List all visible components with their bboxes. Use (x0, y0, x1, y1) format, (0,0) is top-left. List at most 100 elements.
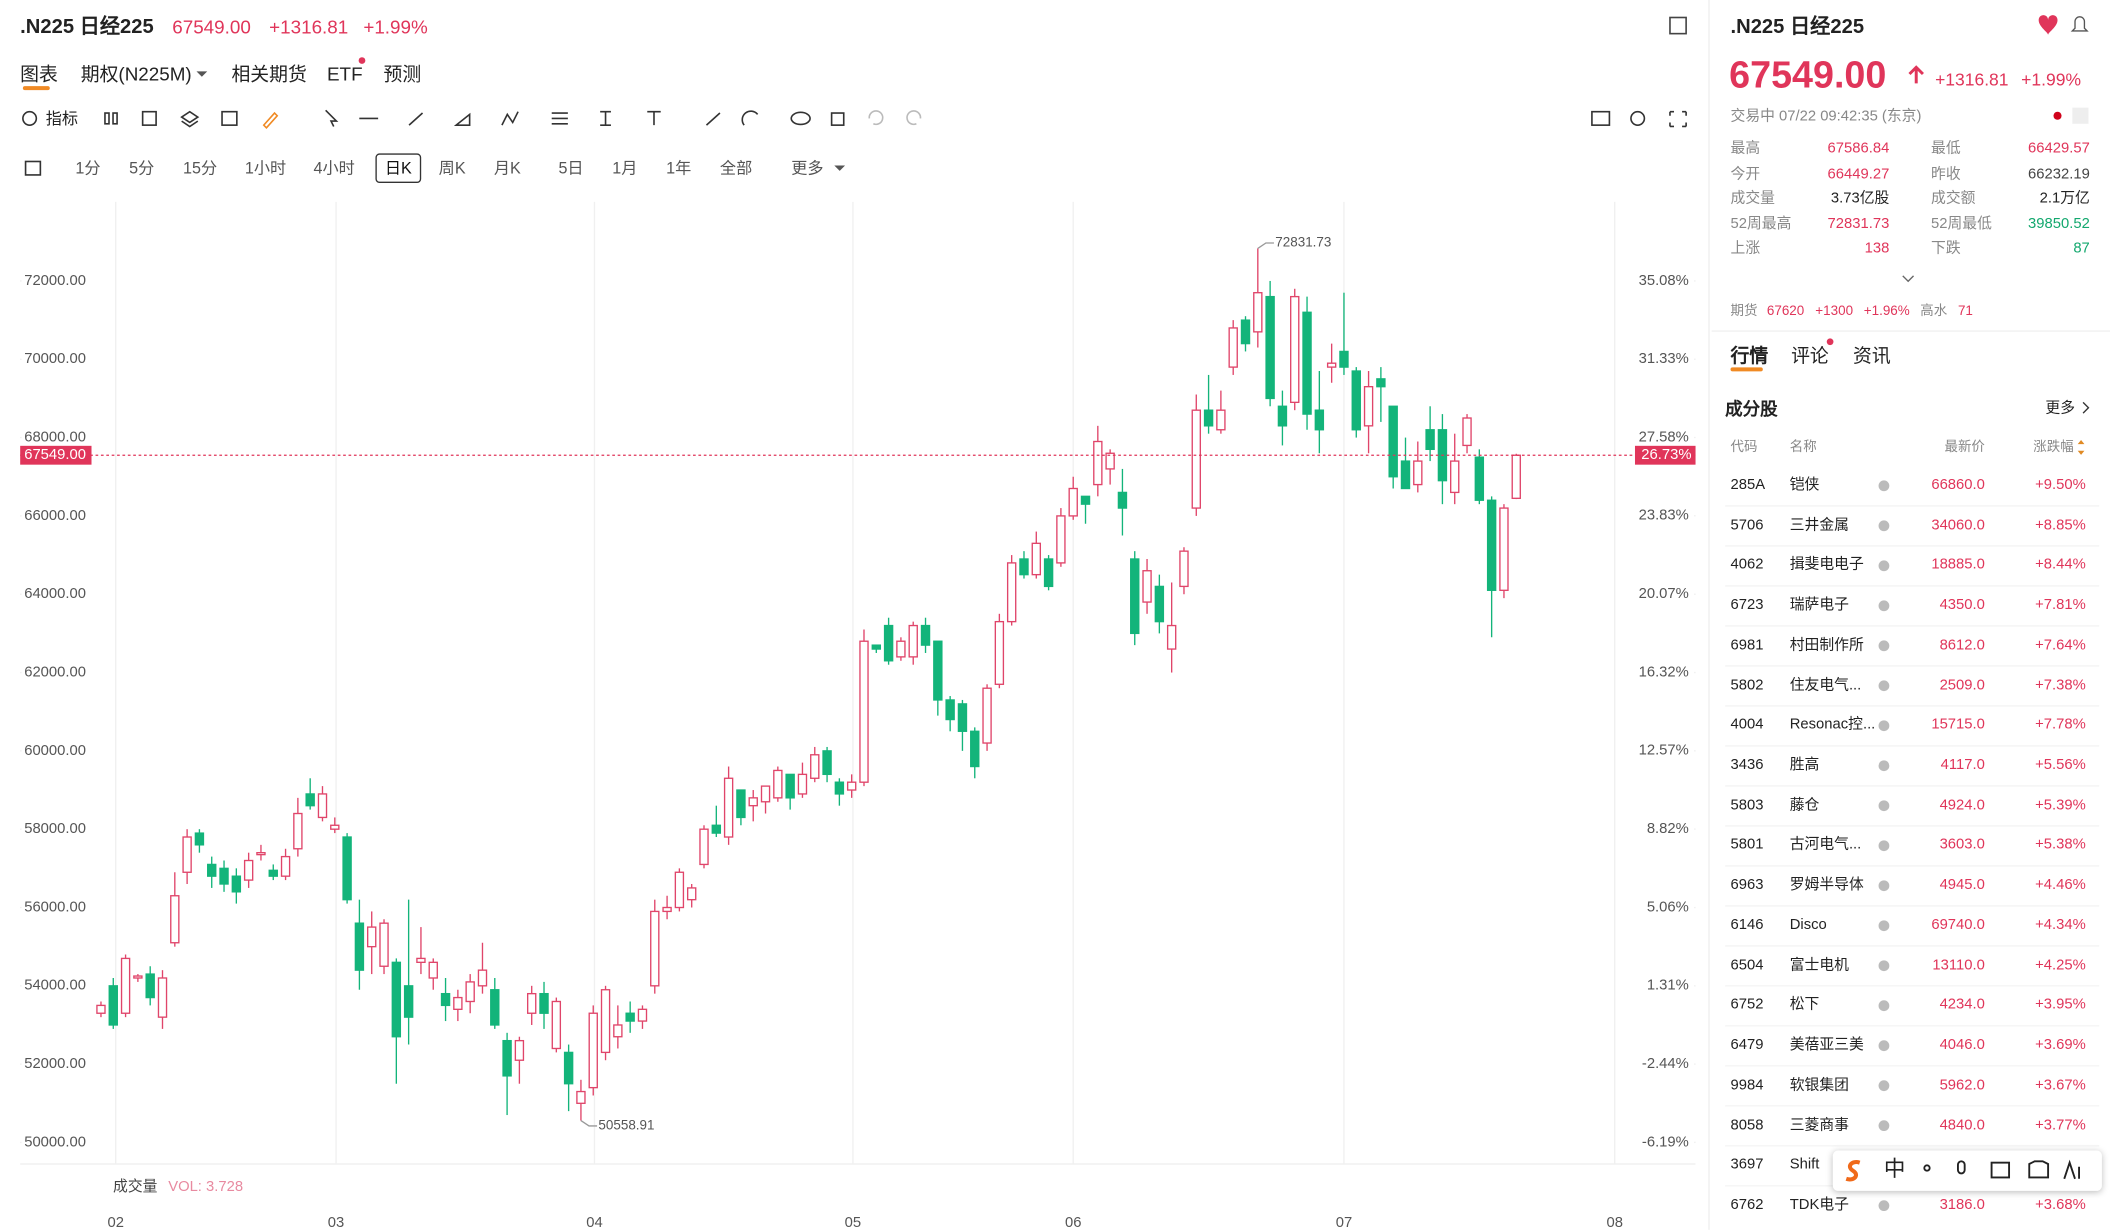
stock-name[interactable]: TDK电子 (1789, 1196, 1849, 1214)
period-button[interactable]: 日K (375, 153, 422, 184)
candle-body (207, 863, 217, 877)
stock-name[interactable]: 美蓓亚三美 (1789, 1036, 1864, 1054)
tab[interactable]: 期权(N225M) (80, 63, 192, 85)
expand-icon[interactable] (1902, 275, 1915, 283)
stock-name[interactable]: 胜高 (1789, 756, 1820, 774)
tab[interactable]: 相关期货 (231, 63, 307, 85)
panel-tab[interactable]: 行情 (1730, 344, 1769, 367)
x-tick-label: 07 (1336, 1215, 1352, 1230)
quote-change: +1316.81 (1935, 69, 2009, 90)
candle-body (1142, 570, 1152, 603)
stock-name[interactable]: 软银集团 (1789, 1076, 1849, 1094)
candle-body (896, 640, 906, 658)
candle-body (588, 1012, 598, 1089)
stock-icon (1878, 1080, 1890, 1092)
candle-body (650, 910, 660, 987)
tab[interactable]: ETF (326, 63, 363, 85)
tab-underline (1730, 367, 1763, 372)
stock-name[interactable]: Resonac控... (1789, 716, 1876, 734)
period-button[interactable]: 全部 (719, 158, 753, 178)
panel-tab[interactable]: 评论 (1791, 344, 1829, 367)
stock-name[interactable]: 三井金属 (1789, 517, 1849, 534)
sort-icon[interactable] (2077, 440, 2085, 455)
stock-name[interactable]: 瑞萨电子 (1789, 597, 1849, 614)
candle-body (1413, 460, 1423, 486)
tab[interactable]: 预测 (383, 63, 422, 85)
stock-change: +7.81% (2035, 597, 2086, 614)
stock-price: 3603.0 (1939, 836, 1985, 854)
y2-tick-label: 27.58% (1639, 429, 1689, 445)
stock-name[interactable]: 古河电气... (1789, 836, 1862, 854)
stock-code: 6963 (1730, 876, 1764, 894)
stock-code: 285A (1730, 477, 1766, 494)
stock-name[interactable]: 富士电机 (1789, 956, 1849, 974)
stock-name[interactable]: Shift (1789, 1156, 1820, 1174)
favorite-icon[interactable] (2038, 15, 2058, 35)
stock-name[interactable]: 揖斐电电子 (1789, 557, 1864, 574)
stock-name[interactable]: Disco (1789, 916, 1827, 934)
stock-name[interactable]: 铠侠 (1789, 477, 1820, 494)
volume-label: VOL: 3.728 (168, 1179, 243, 1195)
candle-body (699, 828, 709, 866)
period-button[interactable]: 1年 (666, 158, 692, 178)
stock-name[interactable]: 松下 (1789, 996, 1820, 1014)
period-button[interactable]: 5日 (558, 158, 584, 178)
indicator-button[interactable]: 指标 (45, 108, 79, 128)
period-button[interactable]: 更多 (791, 158, 824, 178)
stock-code: 9984 (1730, 1076, 1764, 1094)
stat-label: 52周最低 (1931, 215, 1992, 232)
stock-change: +4.46% (2035, 876, 2086, 894)
candle-body (440, 992, 451, 1007)
stock-name[interactable]: 罗姆半导体 (1789, 876, 1864, 894)
candle-body (1499, 507, 1509, 591)
low-label: 50558.91 (598, 1118, 654, 1133)
period-button[interactable]: 1分 (75, 158, 101, 178)
panel-tab[interactable]: 资讯 (1852, 344, 1891, 367)
stock-name[interactable]: 三菱商事 (1789, 1116, 1849, 1134)
ime-mode[interactable]: 中 (1883, 1158, 1906, 1182)
bell-icon[interactable] (2070, 16, 2089, 32)
y-tick-label: 52000.00 (24, 1056, 86, 1072)
stat-value: 87 (2073, 240, 2090, 257)
y-tick-label: 60000.00 (24, 743, 86, 759)
stock-code: 5706 (1730, 517, 1764, 534)
more-link[interactable]: 更多 (2045, 400, 2076, 417)
period-button[interactable]: 1月 (612, 158, 638, 178)
y-tick-label: 56000.00 (24, 899, 86, 915)
stock-name[interactable]: 藤仓 (1789, 796, 1820, 814)
collapse-icon[interactable] (1669, 16, 1687, 35)
period-button[interactable]: 4小时 (313, 158, 355, 178)
toolbar-icons (22, 109, 1687, 176)
candle-body (933, 640, 943, 701)
candle-body (1006, 562, 1017, 623)
more-arrow[interactable] (2082, 401, 2090, 414)
candle-body (477, 969, 488, 987)
stock-code: 6146 (1730, 916, 1764, 934)
trading-status: 交易中 07/22 09:42:35 (东京) (1730, 108, 1922, 125)
period-button[interactable]: 月K (493, 158, 521, 178)
stock-icon (1878, 920, 1890, 932)
candle-body (625, 1012, 635, 1022)
badge-dot (358, 57, 366, 64)
stock-code: 4062 (1730, 557, 1764, 574)
period-button[interactable]: 周K (438, 158, 466, 178)
stock-icon (1878, 560, 1890, 572)
stock-name[interactable]: 住友电气... (1789, 676, 1862, 694)
ime-toolbar[interactable] (1832, 1150, 2102, 1191)
stat-value: 67586.84 (1827, 140, 1890, 157)
period-button[interactable]: 15分 (183, 158, 218, 178)
stock-icon (1878, 600, 1890, 612)
candle-body (748, 797, 758, 807)
stock-icon (1878, 1000, 1890, 1012)
tab[interactable]: 图表 (20, 63, 58, 85)
period-button[interactable]: 5分 (129, 158, 155, 178)
y-tick-label: 50000.00 (24, 1134, 86, 1150)
stat-label: 成交量 (1730, 190, 1775, 207)
candle-body (1166, 624, 1177, 650)
period-button[interactable]: 1小时 (244, 158, 287, 178)
stock-name[interactable]: 村田制作所 (1789, 637, 1864, 654)
stock-icon (1878, 520, 1890, 532)
stock-icon (1878, 1200, 1890, 1212)
stock-icon (1878, 640, 1890, 652)
candle-body (231, 875, 242, 893)
